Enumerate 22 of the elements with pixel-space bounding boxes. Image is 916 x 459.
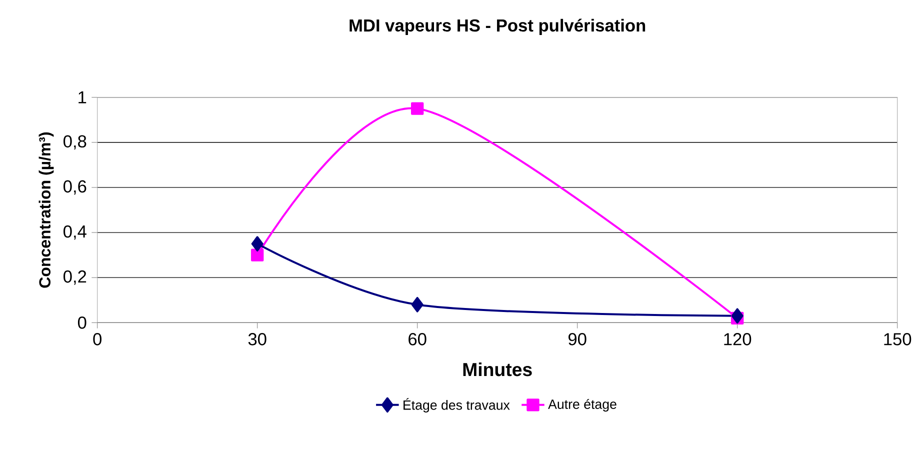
y-tick-label: 0,2 bbox=[64, 270, 86, 285]
point bbox=[251, 236, 264, 252]
y-tick-label: 0 bbox=[78, 316, 86, 329]
point bbox=[411, 102, 424, 116]
x-tick-label: 90 bbox=[568, 333, 586, 346]
x-tick-label: 150 bbox=[884, 333, 912, 346]
point bbox=[731, 308, 744, 324]
y-tick-label: 0,4 bbox=[64, 226, 86, 240]
y-tick-label: 0,8 bbox=[64, 135, 86, 150]
x-tick-label: 60 bbox=[408, 333, 426, 346]
legend-label: Étage des travaux bbox=[404, 398, 510, 413]
y-tick-label: 1 bbox=[78, 92, 86, 104]
point bbox=[251, 248, 264, 262]
x-axis-title: Minutes bbox=[463, 362, 532, 376]
y-tick-label: 0,6 bbox=[64, 180, 86, 195]
x-tick-label: 120 bbox=[724, 333, 752, 346]
point bbox=[411, 297, 424, 312]
legend-label: Autre étage bbox=[548, 399, 616, 412]
chart-title: MDI vapeurs HS - Post pulvérisation bbox=[350, 18, 646, 36]
x-tick-label: 30 bbox=[248, 333, 266, 346]
x-tick-label: 0 bbox=[93, 333, 102, 346]
y-axis-title: Concentration (µ/m³) bbox=[38, 132, 54, 288]
